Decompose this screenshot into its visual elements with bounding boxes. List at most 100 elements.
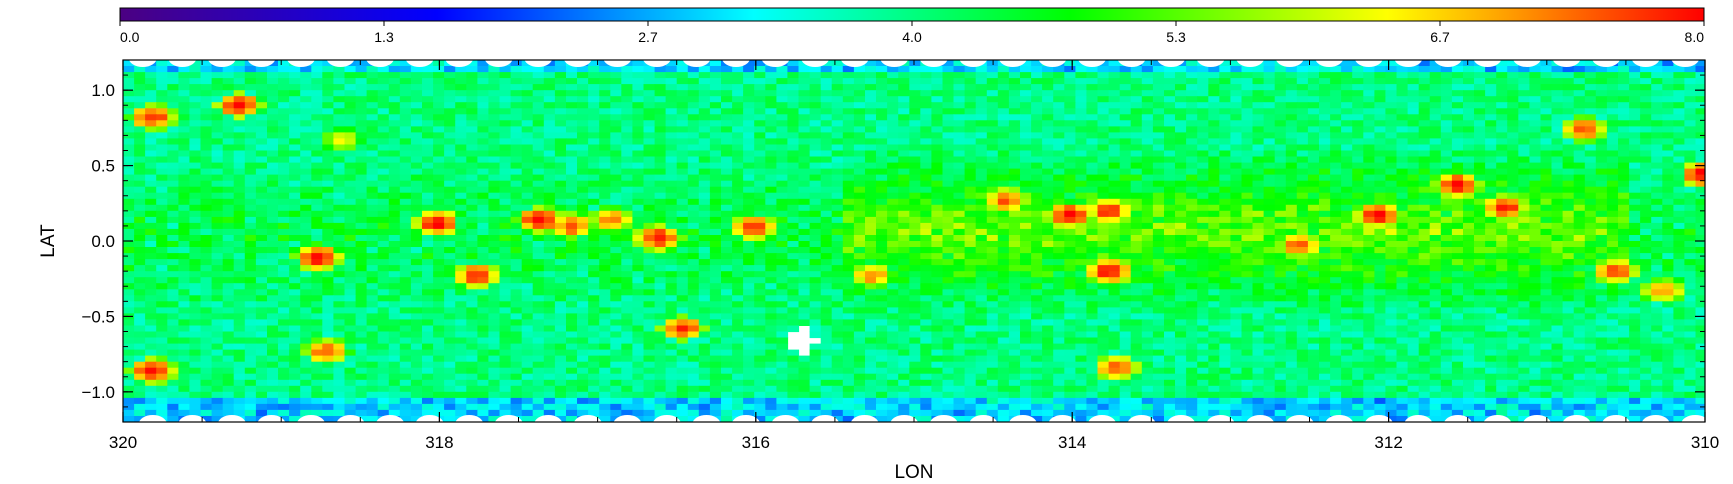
heatmap-cell [1684, 78, 1697, 85]
heatmap-cell [1108, 253, 1121, 260]
heatmap-cell [1230, 241, 1243, 248]
heatmap-cell [1385, 222, 1398, 230]
heatmap-cell [1274, 235, 1287, 242]
heatmap-cell [1518, 216, 1530, 224]
heatmap-cell [477, 156, 490, 164]
heatmap-cell [709, 192, 722, 200]
heatmap-cell [1175, 259, 1187, 266]
heatmap-cell [1374, 120, 1387, 127]
heatmap-cell [477, 247, 490, 254]
heatmap-cell [1352, 247, 1364, 254]
heatmap-cell [986, 186, 999, 194]
heatmap-cell [1573, 216, 1586, 224]
heatmap-cell [776, 96, 789, 103]
heatmap-cell [289, 222, 301, 230]
heatmap-cell [1529, 247, 1542, 254]
heatmap-cell [754, 114, 766, 121]
heatmap-cell [1485, 222, 1497, 230]
heatmap-cell [1429, 108, 1442, 115]
heatmap-cell [344, 222, 357, 230]
heatmap-cell [366, 180, 379, 188]
heatmap-cell [1507, 114, 1519, 121]
heatmap-cell [665, 132, 678, 139]
heatmap-cell [145, 235, 157, 242]
heatmap-cell [1562, 150, 1575, 158]
heatmap-cell [1463, 259, 1475, 266]
heatmap-cell [765, 253, 777, 260]
heatmap-cell [1407, 235, 1420, 242]
heatmap-cell [698, 241, 711, 248]
heatmap-cell [842, 114, 855, 121]
heatmap-cell [765, 192, 777, 200]
heatmap-cell [1562, 90, 1575, 97]
heatmap-cell [721, 90, 733, 97]
heatmap-cell [289, 192, 301, 200]
heatmap-cell [554, 150, 567, 158]
heatmap-cell [1130, 180, 1143, 188]
heatmap-cell [433, 78, 445, 85]
heatmap-cell [1485, 96, 1497, 103]
heatmap-cell [521, 253, 534, 260]
heatmap-cell [1418, 162, 1431, 170]
heatmap-cell [145, 265, 157, 272]
heatmap-cell [1474, 210, 1486, 218]
heatmap-cell [632, 96, 645, 103]
heatmap-cell [743, 216, 755, 224]
heatmap-cell [809, 150, 822, 158]
heatmap-cell [1164, 108, 1176, 115]
heatmap-cell [311, 132, 323, 139]
heatmap-cell [1496, 102, 1508, 109]
heatmap-cell [1440, 84, 1453, 91]
heatmap-cell [1463, 198, 1475, 206]
heatmap-cell [1119, 222, 1132, 230]
heatmap-cell [577, 253, 589, 260]
heatmap-cell [1097, 222, 1110, 230]
heatmap-cell [787, 168, 800, 176]
heatmap-cell [1341, 72, 1353, 79]
heatmap-cell [1374, 84, 1387, 91]
heatmap-cell [1451, 144, 1464, 152]
heatmap-cell [322, 102, 334, 109]
heatmap-cell [1042, 180, 1054, 188]
heatmap-cell [1496, 114, 1508, 121]
heatmap-cell [1551, 72, 1564, 79]
heatmap-cell [920, 198, 932, 206]
heatmap-cell [975, 150, 988, 158]
heatmap-cell [1197, 144, 1209, 152]
heatmap-cell [1374, 138, 1387, 145]
heatmap-cell [643, 174, 656, 182]
heatmap-cell [820, 253, 833, 260]
heatmap-cell [1540, 126, 1553, 133]
heatmap-cell [1175, 132, 1187, 139]
heatmap-cell [211, 204, 224, 212]
heatmap-cell [399, 198, 412, 206]
heatmap-cell [466, 120, 478, 127]
heatmap-cell [554, 259, 567, 266]
heatmap-cell [676, 114, 689, 121]
heatmap-cell [698, 235, 711, 242]
heatmap-cell [588, 162, 600, 170]
heatmap-cell [344, 120, 357, 127]
heatmap-cell [1440, 132, 1453, 139]
heatmap-cell [687, 138, 700, 145]
heatmap-cell [687, 168, 700, 176]
heatmap-cell [610, 265, 622, 272]
heatmap-cell [1529, 174, 1542, 182]
heatmap-cell [543, 144, 556, 152]
heatmap-cell [1285, 204, 1298, 212]
heatmap-cell [887, 162, 899, 170]
heatmap-cell [809, 247, 822, 254]
heatmap-cell [322, 156, 334, 164]
heatmap-cell [510, 156, 523, 164]
heatmap-cell [532, 216, 545, 224]
heatmap-cell [1540, 222, 1553, 230]
heatmap-cell [1440, 210, 1453, 218]
heatmap-cell [709, 84, 722, 91]
heatmap-cell [1164, 90, 1176, 97]
heatmap-cell [743, 180, 755, 188]
heatmap-cell [211, 132, 224, 139]
heatmap-cell [521, 84, 534, 91]
heatmap-cell [410, 180, 423, 188]
heatmap-cell [189, 66, 202, 73]
heatmap-cell [499, 235, 512, 242]
